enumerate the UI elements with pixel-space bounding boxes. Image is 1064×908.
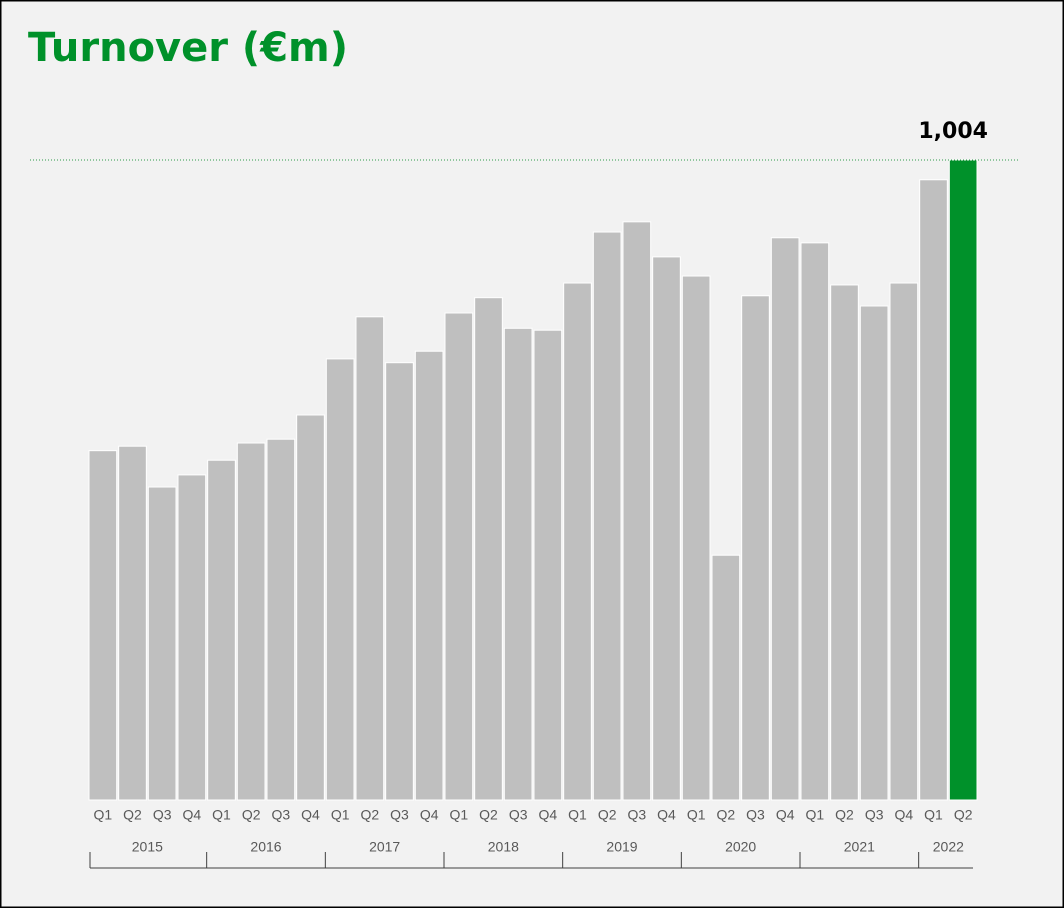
x-tick-label: Q1 bbox=[568, 807, 587, 823]
group-label: 2016 bbox=[250, 839, 281, 855]
x-tick-label: Q3 bbox=[746, 807, 765, 823]
bar bbox=[296, 414, 325, 801]
bar bbox=[919, 179, 948, 801]
bar bbox=[711, 554, 741, 801]
x-tick-label: Q2 bbox=[716, 807, 735, 823]
value-label: 1,004 bbox=[918, 119, 988, 144]
x-tick-label: Q3 bbox=[627, 807, 646, 823]
group-label: 2019 bbox=[606, 839, 637, 855]
bar bbox=[118, 445, 147, 801]
x-tick-label: Q2 bbox=[479, 807, 498, 823]
bar bbox=[355, 316, 385, 801]
bar bbox=[770, 237, 800, 801]
bar bbox=[236, 442, 266, 801]
x-tick-label: Q4 bbox=[894, 807, 913, 823]
bar bbox=[741, 295, 770, 801]
bar bbox=[622, 221, 652, 801]
x-tick-label: Q2 bbox=[598, 807, 617, 823]
x-tick-label: Q2 bbox=[835, 807, 854, 823]
x-tick-label: Q1 bbox=[924, 807, 943, 823]
x-tick-label: Q2 bbox=[360, 807, 379, 823]
x-tick-label: Q3 bbox=[390, 807, 409, 823]
chart-title: Turnover (€m) bbox=[28, 25, 348, 71]
bar bbox=[385, 362, 414, 801]
bar bbox=[563, 282, 592, 801]
x-tick-label: Q1 bbox=[805, 807, 824, 823]
x-tick-label: Q2 bbox=[123, 807, 142, 823]
x-tick-label: Q4 bbox=[420, 807, 439, 823]
bar bbox=[266, 438, 296, 801]
x-tick-label: Q1 bbox=[212, 807, 231, 823]
bar bbox=[147, 486, 177, 801]
bar bbox=[207, 459, 236, 801]
bar bbox=[652, 256, 681, 801]
bar bbox=[414, 350, 444, 801]
bar bbox=[503, 327, 533, 801]
x-tick-label: Q4 bbox=[182, 807, 201, 823]
x-tick-label: Q4 bbox=[301, 807, 320, 823]
group-label: 2020 bbox=[725, 839, 756, 855]
x-tick-label: Q1 bbox=[93, 807, 112, 823]
bar bbox=[88, 450, 118, 801]
bar bbox=[681, 275, 711, 801]
bar bbox=[889, 282, 919, 801]
x-tick-label: Q4 bbox=[776, 807, 795, 823]
bar bbox=[474, 297, 503, 801]
bar bbox=[533, 329, 563, 801]
bar bbox=[800, 242, 830, 801]
x-tick-label: Q3 bbox=[153, 807, 172, 823]
x-tick-label: Q2 bbox=[954, 807, 973, 823]
x-tick-label: Q1 bbox=[331, 807, 350, 823]
x-tick-label: Q3 bbox=[271, 807, 290, 823]
bar bbox=[177, 474, 207, 801]
bar bbox=[859, 305, 889, 801]
bar bbox=[830, 284, 859, 801]
x-tick-label: Q4 bbox=[538, 807, 557, 823]
group-label: 2021 bbox=[844, 839, 875, 855]
bar bbox=[325, 358, 355, 801]
x-tick-label: Q1 bbox=[449, 807, 468, 823]
x-tick-label: Q1 bbox=[687, 807, 706, 823]
bar bbox=[948, 159, 978, 801]
bar bbox=[592, 231, 622, 801]
x-tick-label: Q3 bbox=[865, 807, 884, 823]
group-label: 2018 bbox=[488, 839, 519, 855]
group-label: 2022 bbox=[933, 839, 964, 855]
bar bbox=[444, 312, 474, 801]
x-tick-label: Q4 bbox=[657, 807, 676, 823]
x-tick-label: Q3 bbox=[509, 807, 528, 823]
group-label: 2017 bbox=[369, 839, 400, 855]
group-label: 2015 bbox=[132, 839, 163, 855]
x-tick-label: Q2 bbox=[242, 807, 261, 823]
